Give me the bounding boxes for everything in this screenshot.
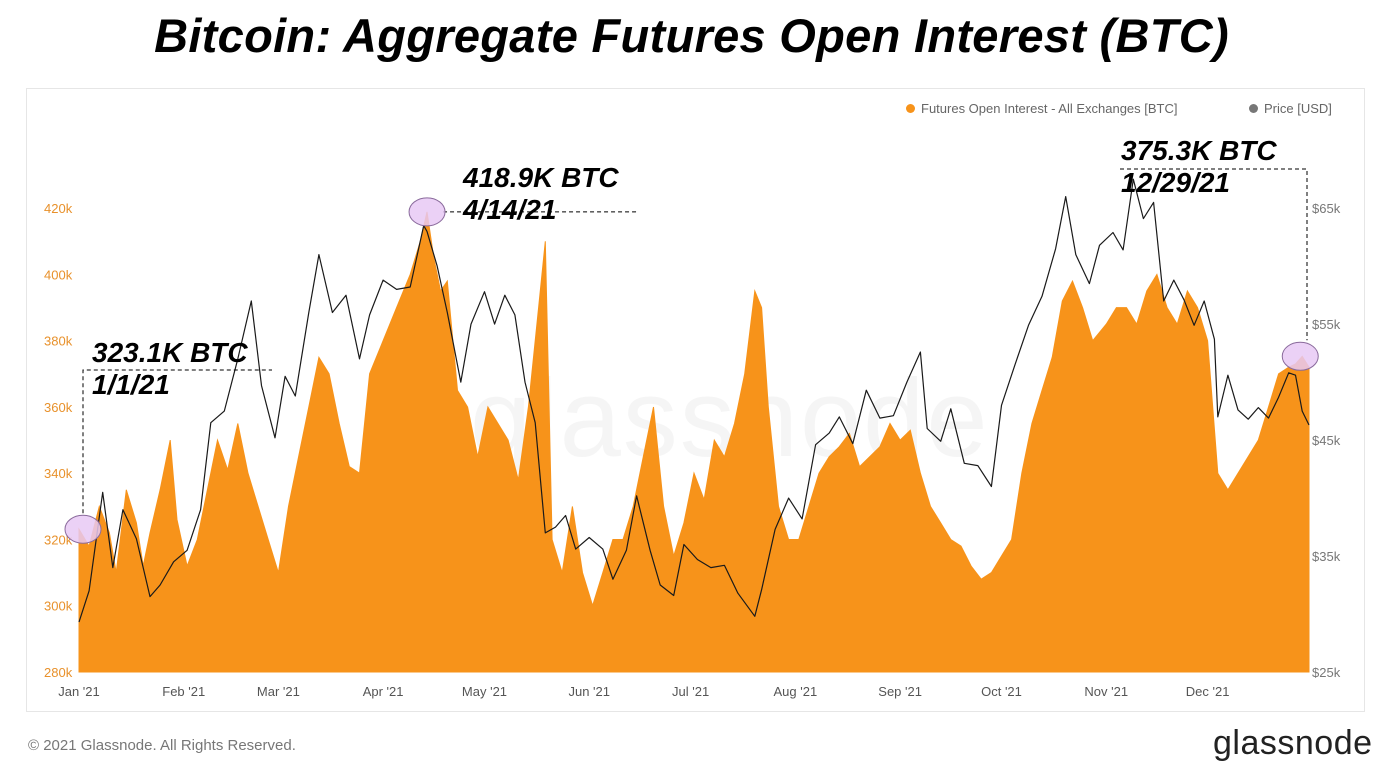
y-left-tick-label: 340k [44,466,73,481]
y-left-tick-label: 300k [44,599,73,614]
x-tick-label: May '21 [462,684,507,699]
x-tick-label: Oct '21 [981,684,1022,699]
x-tick-label: Mar '21 [257,684,300,699]
y-right-tick-label: $35k [1312,549,1341,564]
annotation-dec-date: 12/29/21 [1121,167,1230,198]
annotation-leader-dec [1120,168,1308,341]
x-tick-label: Sep '21 [878,684,922,699]
annotation-jan-date: 1/1/21 [92,369,170,400]
x-tick-label: Dec '21 [1186,684,1230,699]
legend-item-price[interactable]: Price [USD] [1249,101,1332,116]
copyright-footer: © 2021 Glassnode. All Rights Reserved. [28,737,296,754]
y-left-tick-label: 360k [44,400,73,415]
annotation-dec-value: 375.3K BTC [1121,135,1277,166]
x-tick-label: Aug '21 [774,684,818,699]
annotation-apr: 418.9K BTC 4/14/21 [463,162,619,226]
annotation-leader-jan [82,369,272,514]
annotation-marker [408,197,446,227]
x-tick-label: Jun '21 [568,684,610,699]
legend-label-price: Price [USD] [1264,101,1332,116]
y-left-tick-label: 400k [44,267,73,282]
y-left-tick-label: 420k [44,201,73,216]
annotation-dec: 375.3K BTC 12/29/21 [1121,135,1277,199]
y-right-tick-label: $25k [1312,665,1341,680]
glassnode-logo: glassnode [1213,724,1373,762]
chart-title: Bitcoin: Aggregate Futures Open Interest… [154,9,1229,62]
annotation-marker [1281,341,1319,371]
x-tick-label: Feb '21 [162,684,205,699]
annotation-apr-date: 4/14/21 [463,194,557,225]
series-area-open-interest [78,211,1310,673]
annotation-marker [64,514,102,544]
x-tick-label: Apr '21 [363,684,404,699]
legend-label-oi: Futures Open Interest - All Exchanges [B… [921,101,1178,116]
x-tick-label: Jan '21 [58,684,100,699]
y-left-tick-label: 380k [44,334,73,349]
annotation-apr-value: 418.9K BTC [463,162,619,193]
annotation-jan-value: 323.1K BTC [92,337,248,368]
legend-item-oi[interactable]: Futures Open Interest - All Exchanges [B… [906,101,1178,116]
x-tick-label: Jul '21 [672,684,709,699]
legend-dot-price-icon [1249,104,1258,113]
y-right-tick-label: $65k [1312,201,1341,216]
x-tick-label: Nov '21 [1084,684,1128,699]
series-line-price [78,178,1310,623]
y-right-tick-label: $45k [1312,433,1341,448]
y-left-tick-label: 280k [44,665,73,680]
y-right-tick-label: $55k [1312,317,1341,332]
legend-dot-oi-icon [906,104,915,113]
y-left-tick-label: 320k [44,532,73,547]
annotation-jan: 323.1K BTC 1/1/21 [92,337,248,401]
